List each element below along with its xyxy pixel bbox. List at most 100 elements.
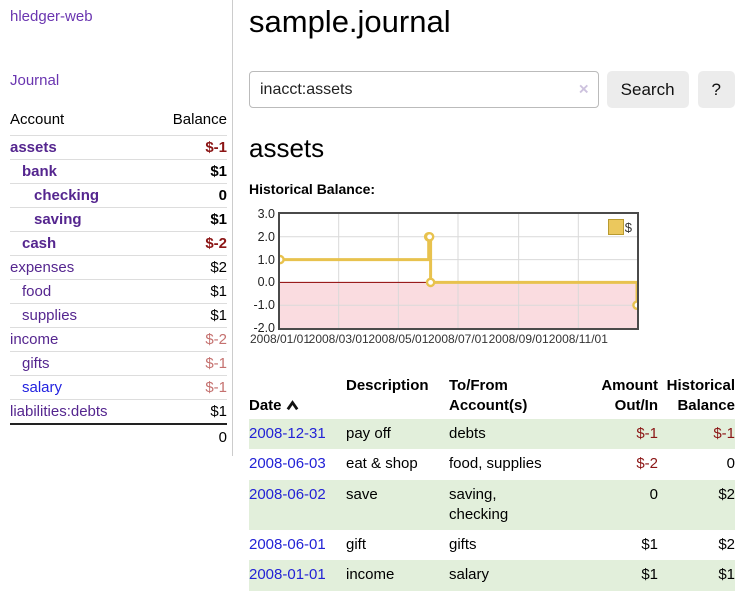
sidebar-account-link[interactable]: income [10,331,59,348]
sidebar-account-link[interactable]: salary [22,379,63,396]
transaction-date-link-cell: 2008-06-01 [249,530,346,560]
column-header-date[interactable]: Date [249,374,346,419]
transaction-description-cell: pay off [346,425,391,442]
table-row: 2008-06-01 gift gifts $1 $2 [249,530,735,560]
transaction-date-link[interactable]: 2008-06-03 [249,455,326,473]
clear-search-icon[interactable]: × [578,79,589,99]
data-point-marker [280,254,285,265]
y-axis-label: 0.0 [257,275,275,290]
search-box: × [249,71,599,108]
chart-plot-area: $ [278,212,639,330]
page-title: sample.journal [249,4,451,39]
sidebar-account-link[interactable]: expenses [10,259,75,276]
search-input[interactable] [249,71,599,108]
sidebar-account-balance: $-2 [205,235,227,252]
column-header-amount: Amount Out/In [601,377,658,414]
transaction-date-link[interactable]: 2008-06-01 [249,536,326,553]
sidebar-account-link[interactable]: cash [22,235,57,252]
sidebar-account-link[interactable]: liabilities:debts [10,403,108,420]
search-button[interactable]: Search [606,71,689,108]
sidebar-account-balance: $2 [210,259,227,276]
x-axis-label: 2008/11/01 [548,332,608,346]
x-axis-label: 2008/05/01 [368,332,429,346]
sidebar-account-row: supplies $1 [10,303,227,327]
sidebar-account-row: expenses $2 [10,255,227,279]
y-axis-label: 1.0 [257,252,275,267]
x-axis-label: 2008/03/01 [308,332,369,346]
transaction-accounts-cell: debts [449,425,486,442]
legend-swatch-icon [607,219,624,235]
sidebar-account-row: checking 0 [10,183,227,207]
transaction-date-link-cell: 2008-06-03 [249,449,346,479]
column-header-account: To/From Account(s) [449,377,528,414]
transaction-accounts-cell: salary [449,566,490,584]
sidebar: hledger-web Journal Account Balance asse… [0,0,233,456]
sidebar-account-link[interactable]: bank [22,163,58,180]
sidebar-account-balance: $1 [210,283,227,300]
x-axis-label: 2008/07/01 [427,332,489,346]
transaction-accounts-cell: saving, checking [449,485,509,523]
transaction-accounts-cell: gifts [449,536,477,553]
x-axis-label: 2008/09/01 [488,332,549,346]
sidebar-account-link[interactable]: food [22,283,52,300]
sidebar-account-link[interactable]: saving [34,211,82,228]
register-header-row: Date Description To/From Account(s) Amou… [249,374,735,419]
date-header-label: Date [249,396,282,414]
search-form: × Search ? [249,71,735,108]
x-axis-label: 2008/01/01 [249,332,311,346]
sidebar-account-link[interactable]: gifts [22,355,50,372]
transaction-balance-cell: 0 [726,455,735,473]
sidebar-account-row: bank $1 [10,159,227,183]
sidebar-account-link[interactable]: checking [34,187,100,204]
transaction-date-link[interactable]: 2008-06-02 [249,485,326,503]
accounts-list: assets $-1 bank $1 checking 0 saving $1 cash $-2 e… [10,135,227,423]
sidebar-account-balance: 0 [218,187,227,204]
column-header-balance: Historical Balance [666,377,735,414]
data-point-marker [425,277,436,288]
table-row: 2008-06-03 eat & shop food, supplies $-2 0 [249,449,735,479]
accounts-header-balance: Balance [172,111,227,128]
transaction-accounts-cell: food, supplies [449,455,542,473]
column-header-description: Description [346,377,429,394]
register-account-heading: assets [249,133,325,163]
sidebar-account-balance: $1 [210,211,227,228]
accounts-header-row: Account Balance [10,109,227,135]
sidebar-account-balance: $-2 [205,331,227,348]
accounts-total-row: 0 [10,423,227,449]
legend-label: $ [624,219,632,235]
sidebar-account-row: salary $-1 [10,375,227,399]
y-axis-label: 2.0 [257,229,275,244]
sidebar-account-row: assets $-1 [10,135,227,159]
transaction-date-link[interactable]: 2008-01-01 [249,566,326,584]
sidebar-account-row: liabilities:debts $1 [10,399,227,423]
balance-chart-svg [280,214,637,328]
main-content: sample.journal × Search ? assets Histori… [249,0,735,591]
accounts-total-value: 0 [218,428,227,446]
sidebar-account-balance: $1 [210,403,227,420]
sidebar-account-balance: $1 [210,163,227,180]
sidebar-item-journal[interactable]: Journal [10,72,60,89]
sidebar-account-row: income $-2 [10,327,227,351]
sidebar-account-row: food $1 [10,279,227,303]
register-table: Date Description To/From Account(s) Amou… [249,374,735,591]
transaction-amount-cell: 0 [649,485,658,503]
sidebar-account-row: gifts $-1 [10,351,227,375]
help-button[interactable]: ? [697,71,735,108]
table-row: 2008-12-31 pay off debts $-1 $-1 [249,419,735,450]
transaction-date-link[interactable]: 2008-12-31 [249,425,326,442]
brand-link[interactable]: hledger-web [10,8,93,25]
table-row: 2008-06-02 save saving, checking 0 $2 [249,479,735,530]
transaction-balance-cell: $-1 [713,425,735,442]
y-axis-label: -1.0 [253,298,275,313]
sidebar-account-link[interactable]: supplies [22,307,78,324]
table-row: 2008-01-01 income salary $1 $1 [249,560,735,591]
sidebar-account-row: cash $-2 [10,231,227,255]
transaction-amount-cell: $-1 [636,425,658,442]
sidebar-account-row: saving $1 [10,207,227,231]
sidebar-account-balance: $-1 [205,379,227,396]
transaction-amount-cell: $1 [641,536,658,553]
sidebar-account-link[interactable]: assets [10,139,57,156]
sidebar-account-balance: $1 [210,307,227,324]
data-point-marker [424,231,435,242]
